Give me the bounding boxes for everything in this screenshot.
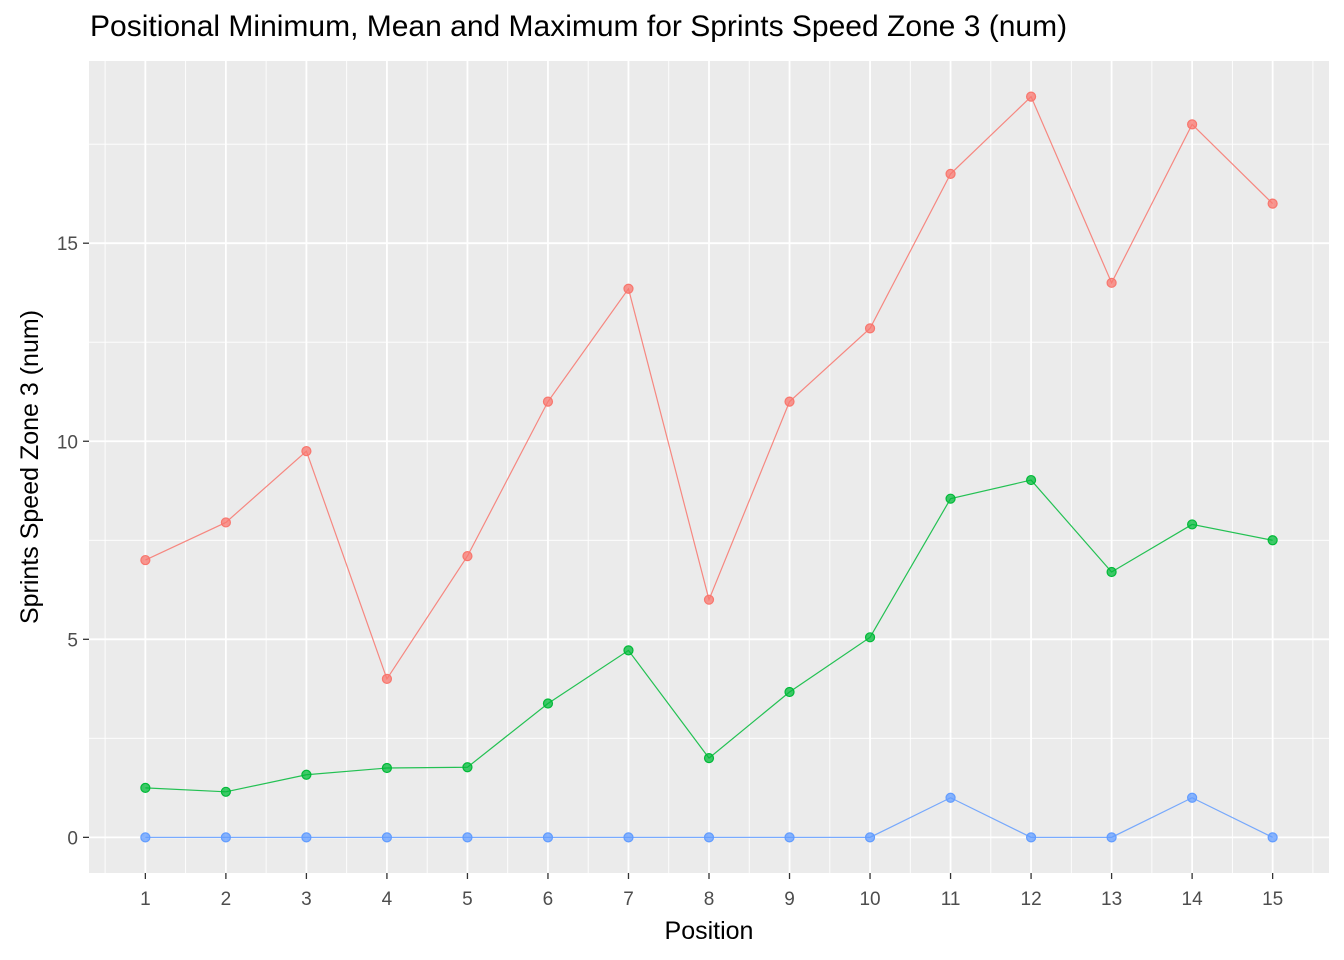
x-tick-label: 6 (543, 889, 554, 910)
series-2-point (1187, 792, 1198, 803)
series-1-point (1106, 566, 1117, 578)
chart-title: Positional Minimum, Mean and Maximum for… (90, 10, 1068, 43)
x-tick-label: 8 (704, 889, 715, 910)
x-axis-title: Position (665, 917, 754, 945)
series-1-point (945, 493, 956, 504)
series-1-point (703, 753, 715, 764)
series-2-point (1106, 832, 1117, 843)
series-2-point (542, 832, 554, 843)
series-2-point (623, 832, 634, 843)
series-0-point (1267, 198, 1278, 209)
series-1-point (864, 632, 876, 643)
x-tick-label: 5 (462, 889, 473, 910)
series-0-point (945, 168, 956, 179)
series-1-point (381, 762, 393, 774)
x-tick-label: 14 (1182, 889, 1204, 910)
series-0-point (784, 396, 795, 407)
series-2-point (381, 832, 393, 843)
series-0-point (462, 551, 473, 562)
series-2-point (140, 832, 151, 843)
y-axis-title: Sprints Speed Zone 3 (num) (16, 310, 44, 624)
series-0-point (381, 673, 393, 685)
series-2-point (784, 832, 795, 843)
series-1-point (542, 698, 554, 709)
series-0-point (703, 594, 715, 605)
series-1-point (1025, 474, 1037, 486)
series-0-point (1187, 119, 1198, 130)
x-tick-label: 2 (221, 889, 232, 910)
x-tick-label: 4 (382, 889, 393, 910)
y-tick-label: 5 (67, 630, 78, 651)
y-tick-label: 10 (57, 432, 78, 453)
y-tick-label: 15 (57, 234, 78, 255)
series-2-point (1267, 832, 1278, 843)
x-tick-label: 9 (784, 889, 795, 910)
series-1-point (301, 769, 312, 780)
series-0-point (301, 446, 312, 457)
series-2-point (945, 792, 956, 803)
series-1-point (140, 782, 151, 793)
x-tick-label: 3 (301, 889, 312, 910)
series-1-point (784, 686, 795, 698)
x-tick-label: 12 (1021, 889, 1042, 910)
series-0-point (220, 517, 231, 528)
x-tick-label: 13 (1101, 889, 1122, 910)
series-2-point (1025, 832, 1037, 843)
x-tick-label: 15 (1262, 889, 1283, 910)
series-2-point (301, 832, 312, 843)
series-1-point (220, 786, 231, 797)
series-0-point (140, 554, 151, 566)
x-tick-label: 1 (140, 889, 151, 910)
x-tick-label: 11 (941, 889, 961, 910)
y-tick-label: 0 (67, 828, 78, 849)
series-0-point (1025, 91, 1037, 102)
series-2-point (703, 832, 715, 843)
series-1-point (462, 762, 473, 773)
series-1-point (623, 645, 634, 656)
x-tick-label: 7 (623, 889, 634, 910)
series-2-point (220, 832, 231, 843)
series-2-point (864, 832, 876, 843)
series-layer (140, 91, 1278, 843)
series-2-point (462, 832, 473, 843)
series-0-point (864, 323, 876, 334)
series-1-point (1187, 519, 1198, 530)
series-0-point (542, 396, 554, 407)
series-0-point (623, 283, 634, 294)
series-0-point (1106, 277, 1117, 288)
x-tick-label: 10 (859, 889, 880, 910)
minor-gridlines (89, 61, 1329, 873)
series-1-point (1267, 535, 1278, 546)
